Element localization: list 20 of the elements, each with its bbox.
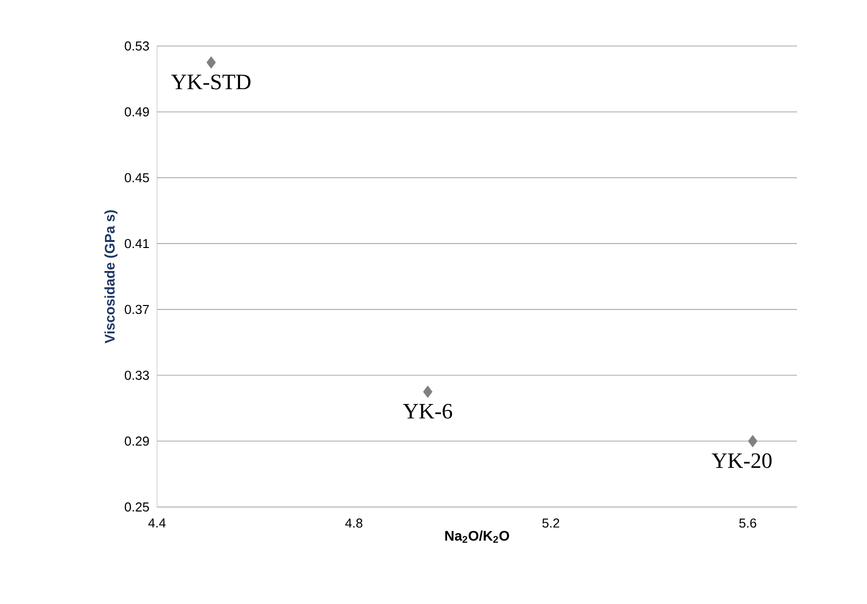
y-tick-label: 0.33 xyxy=(124,370,149,380)
y-tick-label: 0.29 xyxy=(124,436,149,446)
y-tick-label: 0.45 xyxy=(124,173,149,182)
y-axis-title: Viscosidade (GPa s) xyxy=(104,210,118,344)
x-tick-label: 5.6 xyxy=(739,518,756,528)
y-tick-label: 0.25 xyxy=(124,502,149,512)
x-tick-label: 5.2 xyxy=(542,518,560,528)
annotation: YK-6 xyxy=(403,404,452,419)
y-tick-label: 0.53 xyxy=(124,41,149,51)
annotation: YK-STD xyxy=(171,74,250,90)
x-tick-label: 4.4 xyxy=(148,518,166,528)
y-tick-label: 0.37 xyxy=(124,304,149,314)
x-tick-label: 4.8 xyxy=(345,518,362,528)
annotation: YK-20 xyxy=(712,453,772,468)
point xyxy=(748,434,758,448)
y-tick-label: 0.49 xyxy=(124,107,149,116)
y-tick-label: 0.41 xyxy=(124,238,149,248)
point xyxy=(423,386,432,398)
x-axis-title: Na$_{2}$O/K$_{2}$O xyxy=(445,530,510,543)
point xyxy=(206,56,216,69)
